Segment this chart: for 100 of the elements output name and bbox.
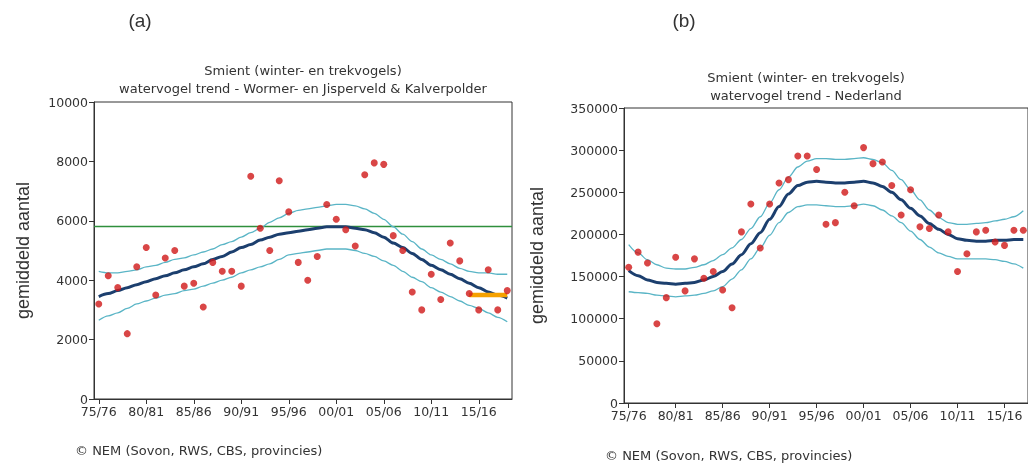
x-tick-label: 15/16 xyxy=(460,404,497,419)
point xyxy=(294,258,302,266)
point xyxy=(484,266,492,274)
y-tick-label: 0 xyxy=(610,395,619,411)
x-tick-label: 75/76 xyxy=(610,408,647,423)
point xyxy=(503,287,511,295)
x-tick-label: 05/06 xyxy=(892,408,929,423)
point xyxy=(456,257,464,265)
text: (b) xyxy=(672,9,696,31)
point xyxy=(869,160,877,168)
point xyxy=(662,294,670,302)
y-tick-label: 4000 xyxy=(56,272,89,288)
point xyxy=(747,200,755,208)
point xyxy=(709,268,717,276)
point xyxy=(209,258,217,266)
point xyxy=(351,242,359,250)
point xyxy=(841,188,849,196)
point xyxy=(653,320,661,328)
point xyxy=(408,288,416,296)
line-series xyxy=(97,225,509,300)
point xyxy=(925,225,933,233)
point xyxy=(142,244,150,252)
point xyxy=(418,306,426,314)
y-tick-label: 350000 xyxy=(570,100,619,116)
point xyxy=(218,267,226,275)
x-tick-label: 05/06 xyxy=(365,404,402,419)
x-tick-label: 10/11 xyxy=(413,404,450,419)
y-tick-label: 150000 xyxy=(570,269,619,285)
x-tick-label: 85/86 xyxy=(175,404,212,419)
point xyxy=(399,247,407,254)
point xyxy=(190,279,198,287)
point xyxy=(766,200,774,208)
point xyxy=(152,291,160,299)
point xyxy=(831,219,839,227)
chart-title: Smient (winter- en trekvogels) xyxy=(707,69,905,85)
point xyxy=(332,215,340,223)
point xyxy=(728,304,736,312)
y-tick-label: 8000 xyxy=(56,153,89,169)
x-tick-label: 90/91 xyxy=(223,404,260,419)
point xyxy=(972,228,980,236)
point xyxy=(313,252,321,260)
x-tick-label: 00/01 xyxy=(318,404,355,419)
point xyxy=(803,152,811,160)
point xyxy=(756,244,764,252)
x-tick-label: 85/86 xyxy=(704,408,741,423)
point xyxy=(228,267,236,275)
point xyxy=(256,224,264,232)
point xyxy=(123,330,131,338)
point xyxy=(813,166,821,174)
x-tick-label: 80/81 xyxy=(128,404,165,419)
point xyxy=(1010,226,1018,234)
point xyxy=(822,220,830,228)
text: © NEM (Sovon, RWS, CBS, provincies) xyxy=(605,447,853,463)
point xyxy=(446,239,454,247)
point xyxy=(342,226,350,234)
point xyxy=(114,284,122,292)
y-tick-label: 50000 xyxy=(578,353,619,369)
point xyxy=(784,176,792,184)
y-tick-label: 100000 xyxy=(570,311,619,327)
x-tick-label: 95/96 xyxy=(798,408,835,423)
point xyxy=(199,303,207,311)
point xyxy=(644,259,651,267)
y-tick-label: 2000 xyxy=(56,332,89,348)
y-tick-label: 250000 xyxy=(570,184,619,200)
y-axis-title: gemiddeld aantal xyxy=(13,181,33,320)
point xyxy=(700,274,708,282)
point xyxy=(944,228,952,236)
point xyxy=(878,158,886,166)
y-tick-label: 0 xyxy=(80,391,89,407)
point xyxy=(437,296,445,303)
x-tick-label: 95/96 xyxy=(270,404,307,419)
point xyxy=(247,172,255,180)
point xyxy=(171,247,179,254)
point xyxy=(95,300,103,308)
point xyxy=(794,152,802,160)
point xyxy=(888,182,896,190)
point xyxy=(161,254,169,262)
text: (a) xyxy=(128,9,152,31)
point xyxy=(935,211,943,219)
point xyxy=(133,263,141,271)
x-tick-label: 75/76 xyxy=(80,404,117,419)
point xyxy=(982,226,990,234)
text: © NEM (Sovon, RWS, CBS, provincies) xyxy=(75,442,323,458)
point xyxy=(860,144,868,152)
point xyxy=(963,250,971,258)
y-tick-label: 10000 xyxy=(48,94,89,110)
x-tick-label: 15/16 xyxy=(986,408,1023,423)
point xyxy=(897,211,905,219)
point xyxy=(916,223,924,231)
x-tick-label: 00/01 xyxy=(845,408,882,423)
point xyxy=(672,253,680,261)
point xyxy=(275,177,283,185)
point xyxy=(719,286,727,294)
point xyxy=(907,186,915,194)
chart-subtitle: watervogel trend - Wormer- en Jisperveld & Kalverpolder xyxy=(119,80,488,96)
y-tick-label: 200000 xyxy=(570,226,619,242)
point xyxy=(389,232,397,240)
y-axis-title: gemiddeld aantal xyxy=(527,186,547,325)
point xyxy=(494,306,502,314)
point xyxy=(1019,226,1027,234)
